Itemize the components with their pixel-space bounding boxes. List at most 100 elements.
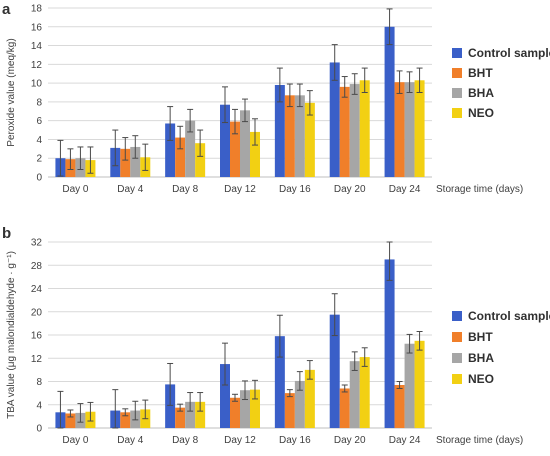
x-tick-label: Day 8 (172, 435, 199, 446)
bar-neo (304, 369, 315, 428)
x-tick-label: Day 8 (172, 184, 199, 195)
y-tick-label: 6 (36, 116, 42, 127)
bar-bht (394, 82, 405, 177)
bar-neo (359, 357, 370, 428)
y-axis-label: TBA value (μg malondialdehyde · g⁻¹) (6, 251, 17, 419)
bar-bha (349, 84, 360, 177)
legend-swatch (452, 68, 462, 78)
bar-control-sample (384, 259, 395, 428)
x-tick-label: Day 0 (62, 435, 89, 446)
bar-bht (230, 397, 240, 428)
x-tick-label: Day 24 (389, 184, 421, 195)
y-tick-label: 4 (36, 400, 42, 411)
bar-neo (414, 340, 425, 428)
y-tick-label: 12 (31, 354, 43, 365)
bar-neo (195, 143, 206, 177)
x-tick-label: Day 20 (334, 435, 366, 446)
bar-neo (195, 401, 206, 428)
x-tick-label: Day 24 (389, 435, 421, 446)
legend-label: Control sample (468, 46, 550, 60)
y-tick-label: 24 (31, 284, 43, 295)
y-tick-label: 10 (31, 79, 43, 90)
legend-swatch (452, 88, 462, 98)
x-tick-label: Day 20 (334, 184, 366, 195)
x-axis-label: Storage time (days) (436, 435, 523, 446)
legend-swatch (452, 374, 462, 384)
bar-control-sample (329, 314, 340, 428)
bar-control-sample (220, 364, 230, 428)
bar-bha (240, 110, 250, 177)
y-tick-label: 20 (31, 307, 43, 318)
bar-bht (65, 413, 76, 428)
y-tick-label: 12 (31, 60, 43, 71)
y-tick-label: 28 (31, 261, 43, 272)
x-tick-label: Day 16 (279, 435, 311, 446)
bar-bha (185, 401, 196, 428)
bar-neo (304, 102, 315, 177)
legend-swatch (452, 48, 462, 58)
panel-label: b (2, 225, 11, 242)
y-tick-label: 16 (31, 22, 43, 33)
bar-control-sample (274, 336, 285, 428)
panel-label: a (2, 1, 11, 18)
bar-bht (175, 407, 186, 428)
bar-bht (284, 393, 295, 428)
bar-bha (240, 390, 250, 428)
bar-bha (404, 343, 415, 428)
bar-bht (120, 148, 131, 177)
legend-label: Control sample (468, 309, 550, 323)
legend-label: BHA (468, 351, 494, 365)
bar-neo (414, 80, 425, 177)
y-tick-label: 8 (36, 377, 42, 388)
bar-bht (394, 384, 405, 428)
bar-control-sample (165, 123, 176, 177)
x-axis-label: Storage time (days) (436, 184, 523, 195)
bar-control-sample (329, 62, 340, 178)
bar-control-sample (384, 26, 395, 178)
bar-bht (339, 86, 350, 177)
bar-bht (120, 412, 131, 428)
bar-bha (294, 95, 305, 177)
x-tick-label: Day 12 (224, 435, 256, 446)
bar-neo (250, 389, 260, 428)
bar-neo (359, 80, 370, 177)
bar-bht (175, 137, 186, 177)
legend-label: BHT (468, 330, 493, 344)
bar-bha (185, 120, 196, 177)
chart-panel-b: b 0 4 8 12 16 20 24 28 32 TBA value (μg malondiald… (2, 225, 550, 446)
bar-bht (284, 95, 295, 177)
x-tick-label: Day 12 (224, 184, 256, 195)
y-tick-label: 2 (36, 154, 42, 165)
chart-panel-a: a 0 2 4 6 8 10 12 14 16 18 Peroxide value (meq/kg) D… (2, 1, 550, 195)
y-tick-label: 14 (31, 41, 43, 52)
bar-control-sample (165, 384, 176, 428)
y-tick-label: 8 (36, 97, 42, 108)
legend-swatch (452, 311, 462, 321)
y-tick-label: 32 (31, 238, 43, 249)
x-tick-label: Day 4 (117, 435, 144, 446)
bar-neo (250, 131, 260, 177)
y-tick-label: 0 (36, 424, 42, 435)
bar-bha (349, 361, 360, 428)
legend-label: BHA (468, 86, 494, 100)
bar-control-sample (274, 84, 285, 177)
legend-label: NEO (468, 106, 494, 120)
y-axis-label: Peroxide value (meq/kg) (6, 38, 17, 146)
bar-bht (339, 388, 350, 428)
y-tick-label: 4 (36, 135, 42, 146)
y-tick-label: 0 (36, 173, 42, 184)
bar-bha (294, 380, 305, 428)
legend-swatch (452, 353, 462, 363)
legend-swatch (452, 108, 462, 118)
bar-bht (230, 121, 240, 177)
x-tick-label: Day 16 (279, 184, 311, 195)
y-tick-label: 16 (31, 331, 43, 342)
bar-bha (404, 82, 415, 177)
legend-label: BHT (468, 66, 493, 80)
y-tick-label: 18 (31, 4, 43, 15)
x-tick-label: Day 4 (117, 184, 144, 195)
x-tick-label: Day 0 (62, 184, 89, 195)
bar-bha (130, 146, 141, 177)
legend-label: NEO (468, 372, 494, 386)
